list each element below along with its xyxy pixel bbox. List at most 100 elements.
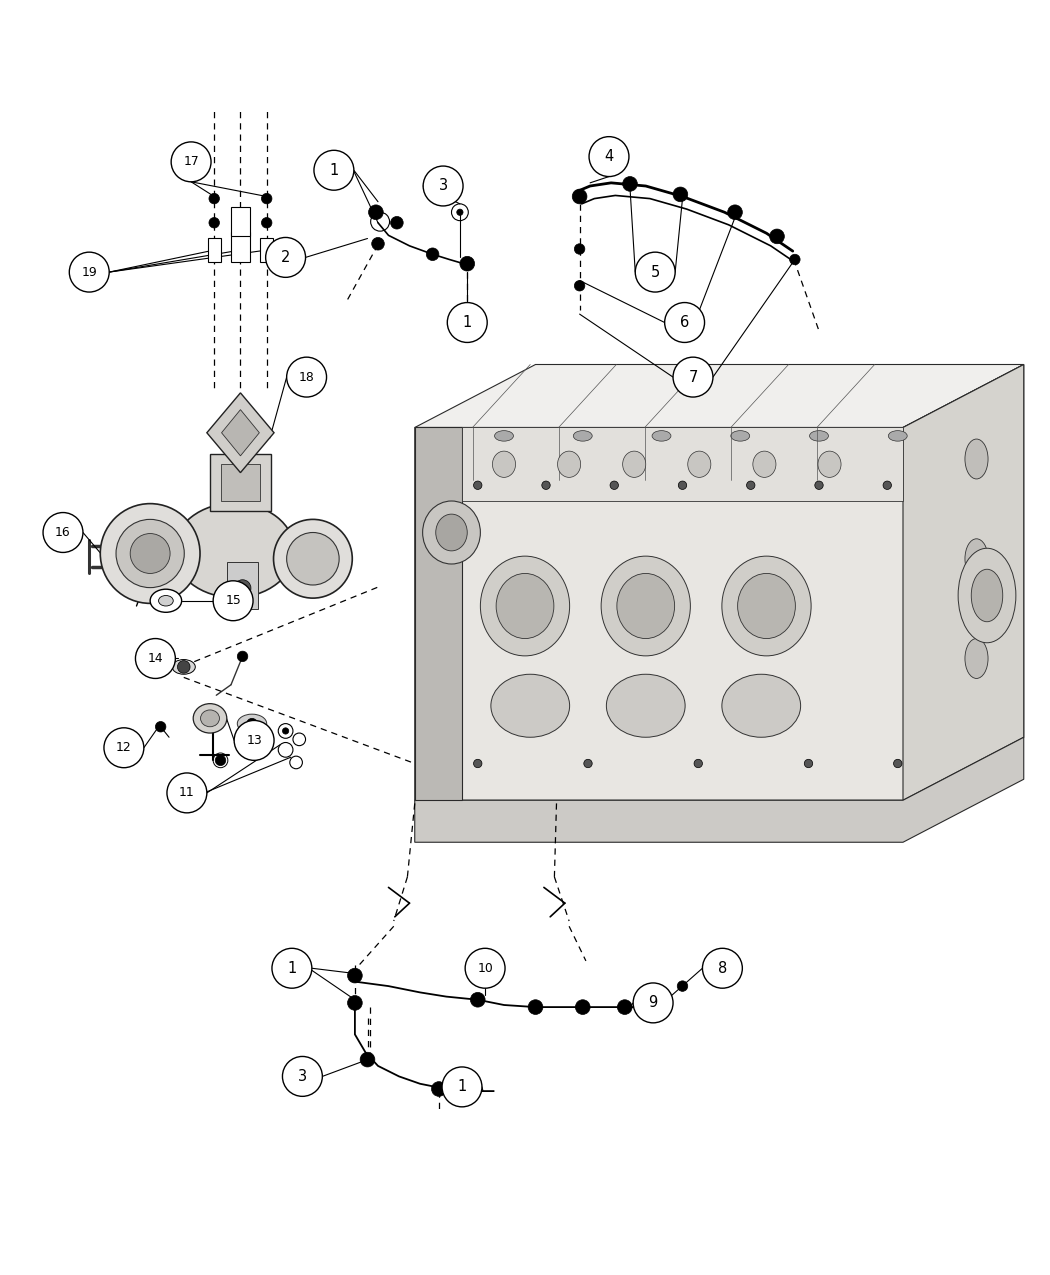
Text: 6: 6 [680, 315, 689, 330]
Circle shape [261, 218, 272, 228]
Ellipse shape [965, 439, 988, 479]
Ellipse shape [481, 556, 569, 655]
Circle shape [474, 481, 482, 490]
Circle shape [104, 728, 144, 768]
Ellipse shape [422, 501, 481, 564]
Circle shape [883, 481, 891, 490]
Circle shape [272, 949, 312, 988]
Polygon shape [415, 365, 1024, 427]
Circle shape [432, 1081, 446, 1096]
Ellipse shape [495, 431, 513, 441]
Circle shape [155, 722, 166, 732]
Circle shape [266, 237, 306, 278]
Circle shape [694, 760, 702, 768]
Circle shape [623, 176, 637, 191]
Circle shape [728, 205, 742, 219]
Polygon shape [415, 737, 1024, 843]
Ellipse shape [737, 574, 796, 639]
Ellipse shape [496, 574, 554, 639]
Circle shape [261, 194, 272, 204]
Text: 3: 3 [439, 179, 447, 194]
Circle shape [678, 481, 687, 490]
Circle shape [654, 1000, 669, 1015]
Text: 17: 17 [184, 156, 198, 168]
Ellipse shape [652, 431, 671, 441]
Bar [231, 232, 250, 261]
Ellipse shape [607, 674, 685, 737]
Circle shape [460, 256, 475, 272]
Circle shape [574, 280, 585, 291]
Circle shape [43, 513, 83, 552]
Bar [220, 464, 260, 501]
Circle shape [348, 996, 362, 1010]
Ellipse shape [492, 451, 516, 477]
Circle shape [673, 187, 688, 201]
Circle shape [457, 209, 463, 215]
Ellipse shape [722, 556, 811, 655]
Text: 4: 4 [605, 149, 613, 164]
Ellipse shape [958, 548, 1016, 643]
Circle shape [447, 302, 487, 343]
Circle shape [894, 760, 902, 768]
Ellipse shape [116, 519, 185, 588]
Circle shape [282, 728, 289, 734]
Circle shape [261, 244, 272, 254]
Circle shape [135, 639, 175, 678]
Ellipse shape [623, 451, 646, 477]
Ellipse shape [888, 431, 907, 441]
Circle shape [287, 357, 327, 397]
Ellipse shape [100, 504, 200, 603]
Bar [208, 238, 220, 261]
Circle shape [528, 1000, 543, 1015]
Polygon shape [415, 427, 462, 801]
Text: 18: 18 [298, 371, 315, 384]
Circle shape [574, 244, 585, 254]
Polygon shape [415, 365, 1024, 801]
Circle shape [770, 230, 784, 244]
Circle shape [815, 481, 823, 490]
Polygon shape [903, 365, 1024, 801]
Ellipse shape [172, 659, 195, 674]
Circle shape [234, 720, 274, 760]
Circle shape [360, 1052, 375, 1067]
Ellipse shape [688, 451, 711, 477]
Circle shape [167, 773, 207, 813]
Circle shape [635, 252, 675, 292]
Text: 12: 12 [116, 741, 131, 755]
Text: 5: 5 [651, 265, 659, 279]
Text: 3: 3 [298, 1068, 307, 1084]
Circle shape [237, 652, 248, 662]
Circle shape [542, 481, 550, 490]
Ellipse shape [573, 431, 592, 441]
Bar [210, 454, 271, 511]
Circle shape [575, 1000, 590, 1015]
Circle shape [215, 755, 226, 765]
Circle shape [177, 660, 190, 673]
Circle shape [213, 581, 253, 621]
Circle shape [470, 992, 485, 1007]
Text: 7: 7 [689, 370, 697, 385]
Ellipse shape [722, 674, 800, 737]
Circle shape [617, 1000, 632, 1015]
Circle shape [677, 980, 688, 992]
Ellipse shape [558, 451, 581, 477]
Ellipse shape [731, 431, 750, 441]
Circle shape [247, 718, 257, 729]
Text: 1: 1 [458, 1080, 466, 1094]
Text: 1: 1 [463, 315, 471, 330]
Ellipse shape [273, 519, 352, 598]
Circle shape [584, 760, 592, 768]
Ellipse shape [965, 639, 988, 678]
Ellipse shape [617, 574, 674, 639]
Text: 2: 2 [281, 250, 290, 265]
Ellipse shape [965, 539, 988, 579]
Ellipse shape [436, 514, 467, 551]
Ellipse shape [201, 710, 219, 727]
Circle shape [804, 760, 813, 768]
Circle shape [372, 237, 384, 250]
Circle shape [369, 205, 383, 219]
Ellipse shape [193, 704, 227, 733]
Circle shape [348, 968, 362, 983]
Ellipse shape [491, 674, 569, 737]
Ellipse shape [287, 533, 339, 585]
